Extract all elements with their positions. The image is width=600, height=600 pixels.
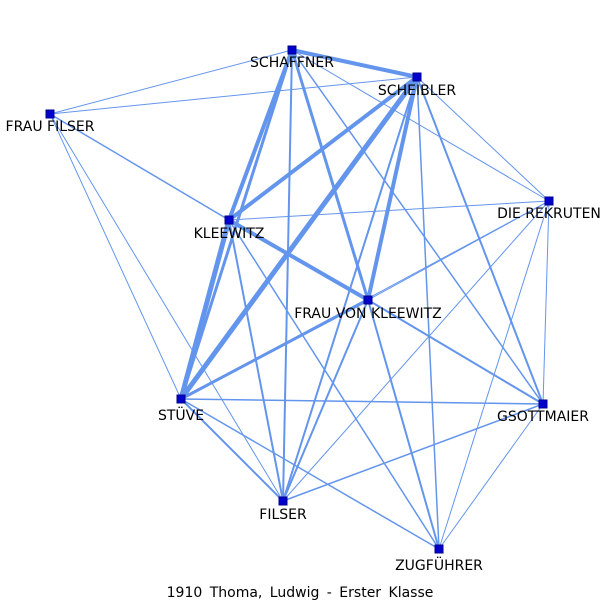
node-marker [412,72,422,82]
node-label: STÜVE [158,406,204,424]
node-marker [278,496,288,506]
edge-scheibler-gsottmaier [416,76,544,405]
node-marker [176,394,186,404]
edge-kleewitz-frau_von_kleewitz [227,218,370,302]
node-marker [538,399,548,409]
edge-frau_von_kleewitz-gsottmaier [367,299,544,405]
edge-schaffner-frau_von_kleewitz [290,48,370,302]
node-marker [287,45,297,55]
edge-kleewitz-stuve [178,217,232,402]
edge-scheibler-frau_filser [49,76,418,115]
edge-kleewitz-die_rekruten [228,200,550,221]
node-marker [45,109,55,119]
edge-frau_filser-stuve [49,113,182,400]
node-marker [434,544,444,554]
node-filser: FILSER [259,496,307,523]
edge-filser-gsottmaier [282,403,544,502]
edge-scheibler-frau_von_kleewitz [366,75,419,302]
edge-scheibler-kleewitz [227,75,419,222]
node-label: SCHEIBLER [378,83,456,99]
node-label: FRAU VON KLEEWITZ [294,306,442,322]
node-layer: SCHAFFNER SCHEIBLER FRAU FILSER DIE REKRUTE… [6,45,600,574]
node-marker [224,215,234,225]
node-frau_filser: FRAU FILSER [6,109,95,135]
node-schaffner: SCHAFFNER [250,45,334,71]
edge-stuve-zugfuhrer [180,398,440,550]
node-marker [544,196,554,206]
node-label: GSOTTMAIER [497,409,589,425]
node-marker [363,295,373,305]
edge-kleewitz-frau_filser [49,113,230,221]
graph-caption: 1910 Thoma, Ludwig - Erster Klasse [167,585,434,600]
node-label: FRAU FILSER [6,119,95,135]
node-scheibler: SCHEIBLER [378,72,456,99]
edge-schaffner-frau_filser [49,49,293,115]
node-stuve: STÜVE [158,394,204,424]
node-label: SCHAFFNER [250,55,334,71]
edge-filser-die_rekruten [282,200,550,502]
node-zugfuhrer: ZUGFÜHRER [395,544,483,574]
edge-kleewitz-zugfuhrer [228,219,440,550]
edge-frau_von_kleewitz-zugfuhrer [367,299,440,550]
edge-schaffner-scheibler [290,48,419,79]
edge-scheibler-zugfuhrer [416,76,440,550]
edge-layer [49,48,550,550]
edge-gsottmaier-zugfuhrer [438,403,544,550]
node-label: DIE REKRUTEN [497,206,600,222]
node-gsottmaier: GSOTTMAIER [497,399,589,425]
edge-die_rekruten-zugfuhrer [438,200,550,550]
node-kleewitz: KLEEWITZ [194,215,265,242]
node-label: FILSER [259,507,307,523]
node-label: KLEEWITZ [194,226,265,242]
node-frau_von_kleewitz: FRAU VON KLEEWITZ [294,295,442,322]
node-die_rekruten: DIE REKRUTEN [497,196,600,222]
edge-schaffner-die_rekruten [291,49,550,202]
edge-stuve-gsottmaier [180,398,544,405]
edge-scheibler-die_rekruten [416,76,550,202]
edge-schaffner-filser [282,49,293,502]
edge-frau_filser-filser [49,113,284,502]
edge-scheibler-stuve [178,74,420,402]
node-label: ZUGFÜHRER [395,556,483,574]
edge-stuve-filser [180,398,284,502]
edge-die_rekruten-gsottmaier [542,200,550,405]
edge-schaffner-gsottmaier [291,49,544,405]
